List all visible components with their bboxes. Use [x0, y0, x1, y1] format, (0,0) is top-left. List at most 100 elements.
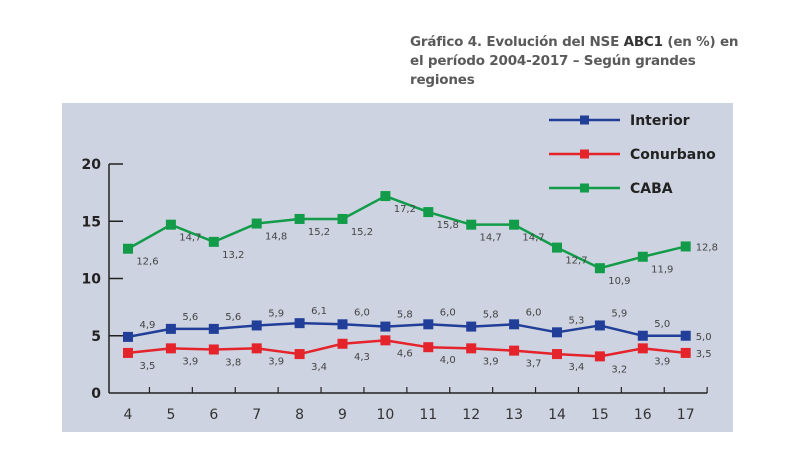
data-label: 14,8: [265, 232, 287, 243]
data-point: [594, 351, 605, 362]
legend-marker: [580, 115, 589, 125]
data-point: [423, 319, 434, 330]
x-tick-label: 11: [419, 407, 437, 423]
data-label: 3,5: [139, 361, 155, 372]
data-point: [680, 330, 691, 341]
data-point: [208, 323, 219, 334]
chart-title-prefix: Gráfico 4. Evolución del NSE: [410, 34, 624, 50]
data-point: [251, 320, 262, 331]
data-label: 14,7: [179, 233, 201, 244]
data-point: [509, 219, 520, 230]
data-label: 6,0: [440, 307, 456, 318]
data-label: 11,9: [651, 265, 673, 276]
data-point: [552, 349, 562, 360]
data-point: [509, 345, 520, 356]
series-layer: 4,9 5,6 5,6 5,9 6,1 6,0 5,8 6,0 5,8 6,0 5,3 5,9 5,0 5…: [123, 191, 718, 375]
legend-item-caba: CABA: [549, 181, 673, 197]
x-tick-label: 6: [209, 407, 218, 423]
data-label: 5,6: [225, 312, 241, 323]
data-label: 5,3: [568, 315, 584, 326]
legend: Interior Conurbano CABA: [549, 113, 716, 197]
data-point: [337, 338, 348, 349]
data-label: 15,2: [351, 227, 373, 238]
data-label: 12,7: [565, 256, 587, 267]
data-point: [466, 343, 477, 354]
data-point: [165, 323, 176, 334]
data-label: 13,2: [222, 250, 244, 261]
data-label: 17,2: [394, 204, 416, 215]
chart-panel: [62, 103, 733, 432]
series-interior: 4,9 5,6 5,6 5,9 6,1 6,0 5,8 6,0 5,8 6,0 5,3 5,9 5,0 5…: [123, 306, 712, 343]
x-tick-label: 17: [677, 407, 695, 423]
data-label: 5,9: [268, 308, 284, 319]
data-point: [251, 343, 262, 354]
x-tick-label: 15: [591, 407, 609, 423]
x-tick-label: 9: [338, 407, 347, 423]
data-point: [123, 243, 133, 254]
data-point: [466, 219, 477, 230]
data-label: 3,9: [268, 356, 284, 367]
data-point: [552, 327, 562, 338]
chart-title: Gráfico 4. Evolución del NSE ABC1 (en %)…: [410, 33, 750, 90]
data-label: 3,4: [311, 362, 327, 373]
legend-label: Interior: [630, 113, 690, 129]
data-point: [165, 219, 176, 230]
data-point: [466, 321, 477, 332]
data-label: 4,6: [397, 348, 413, 359]
data-point: [423, 207, 434, 218]
data-point: [337, 319, 348, 330]
data-point: [680, 241, 691, 252]
data-label: 6,0: [354, 307, 370, 318]
y-tick-label: 10: [82, 272, 102, 288]
data-label: 3,9: [654, 356, 670, 367]
data-label: 4,0: [440, 355, 456, 366]
legend-item-conurbano: Conurbano: [549, 147, 716, 163]
data-point: [552, 242, 562, 253]
x-tick-label: 5: [166, 407, 175, 423]
y-tick-label: 0: [91, 386, 101, 402]
data-label: 5,0: [696, 332, 712, 343]
x-tick-label: 12: [462, 407, 480, 423]
data-point: [594, 263, 605, 274]
data-point: [123, 331, 133, 342]
y-tick-label: 5: [91, 329, 101, 345]
legend-marker: [580, 183, 589, 193]
data-label: 15,8: [437, 220, 459, 231]
data-point: [337, 213, 348, 224]
legend-marker: [580, 149, 589, 159]
data-point: [294, 318, 305, 329]
data-point: [165, 343, 176, 354]
data-label: 6,0: [526, 307, 542, 318]
data-point: [594, 320, 605, 331]
axes: 0 5 10 15 20 4 5 6 7 8 9 10 11 12 13 14 15 16 17: [82, 157, 708, 423]
series-line-caba: [127, 194, 686, 270]
x-tick-label: 16: [634, 407, 652, 423]
data-label: 14,7: [480, 233, 502, 244]
data-point: [423, 342, 434, 353]
data-point: [208, 236, 219, 247]
data-label: 5,8: [483, 310, 499, 321]
data-point: [509, 319, 520, 330]
data-label: 5,6: [182, 312, 198, 323]
data-label: 10,9: [608, 276, 630, 287]
y-tick-label: 15: [82, 214, 101, 230]
legend-label: Conurbano: [630, 147, 716, 163]
legend-label: CABA: [630, 181, 673, 197]
legend-item-interior: Interior: [549, 113, 690, 129]
data-label: 5,8: [397, 310, 413, 321]
data-label: 4,3: [354, 352, 370, 363]
data-label: 3,8: [225, 357, 241, 368]
data-label: 12,8: [696, 242, 718, 253]
x-tick-label: 10: [376, 407, 394, 423]
data-label: 3,7: [526, 359, 542, 370]
data-label: 3,9: [182, 356, 198, 367]
data-point: [294, 213, 305, 224]
chart-title-emphasis: ABC1: [623, 34, 663, 50]
data-point: [637, 330, 648, 341]
data-point: [380, 191, 391, 202]
x-tick-label: 13: [505, 407, 523, 423]
data-point: [680, 347, 691, 358]
series-line-conurbano: [127, 339, 686, 358]
chart-title-suffix: (en %) en el período 2004-2017 – Según g…: [410, 34, 739, 88]
series-conurbano: 3,5 3,9 3,8 3,9 3,4 4,3 4,6 4,0 3,9 3,7 3,4 3,2 3,9 3…: [123, 335, 712, 375]
